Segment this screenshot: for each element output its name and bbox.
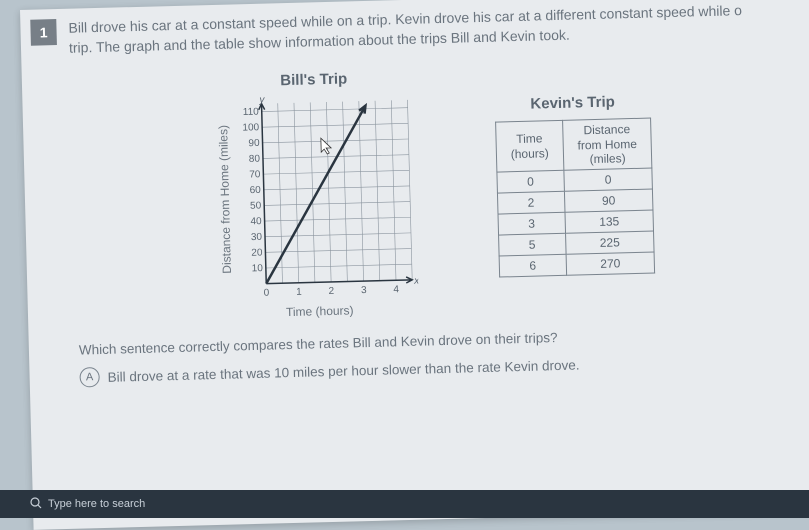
choice-text: Bill drove at a rate that was 10 miles p… (107, 357, 579, 384)
content-row: Bill's Trip Distance from Home (miles) 1… (32, 58, 809, 325)
cursor-icon (321, 138, 331, 154)
table-cell: 0 (497, 171, 565, 194)
chart-body: Distance from Home (miles) 1020304050607… (215, 90, 418, 305)
table-container: Kevin's Trip Time(hours)Distancefrom Hom… (494, 93, 656, 314)
svg-text:110: 110 (242, 107, 259, 118)
worksheet-page: 1 Bill drove his car at a constant speed… (20, 0, 809, 530)
table-title: Kevin's Trip (494, 93, 651, 114)
choice-letter: A (86, 371, 94, 383)
search-icon[interactable] (30, 497, 42, 512)
svg-text:2: 2 (328, 286, 334, 297)
svg-text:90: 90 (248, 138, 260, 149)
question-number: 1 (39, 24, 47, 40)
table-row: 6270 (499, 252, 655, 277)
question-text: Bill drove his car at a constant speed w… (68, 1, 742, 58)
table-header-cell: Distancefrom Home(miles) (562, 118, 652, 170)
question-header: 1 Bill drove his car at a constant speed… (30, 0, 809, 59)
table-header-cell: Time(hours) (495, 121, 563, 173)
svg-text:10: 10 (251, 263, 263, 274)
table-cell: 6 (499, 255, 567, 278)
svg-text:40: 40 (250, 216, 262, 227)
svg-text:x: x (413, 276, 419, 287)
table-cell: 3 (498, 213, 566, 236)
svg-text:20: 20 (251, 248, 263, 259)
chart-ylabel: Distance from Home (miles) (215, 95, 234, 305)
question-number-box: 1 (30, 19, 57, 46)
svg-text:50: 50 (250, 201, 262, 212)
chart-title: Bill's Trip (280, 71, 347, 90)
line-chart: 10 20 30 40 50 60 70 80 90 100 110 0 1 2 3 4 y x (233, 90, 418, 305)
svg-text:60: 60 (249, 185, 261, 196)
choice-letter-circle[interactable]: A (79, 367, 100, 388)
data-table: Time(hours)Distancefrom Home(miles) 0029… (495, 118, 655, 278)
table-cell: 225 (565, 231, 654, 254)
svg-text:4: 4 (393, 284, 399, 295)
svg-text:1: 1 (296, 287, 302, 298)
table-cell: 5 (498, 234, 566, 257)
table-cell: 90 (564, 189, 653, 212)
table-cell: 135 (565, 210, 654, 233)
svg-text:100: 100 (242, 122, 259, 133)
table-cell: 0 (564, 168, 653, 191)
windows-taskbar[interactable]: Type here to search (0, 490, 809, 518)
svg-text:80: 80 (249, 154, 261, 165)
svg-text:70: 70 (249, 169, 261, 180)
svg-text:30: 30 (251, 232, 263, 243)
table-cell: 2 (497, 192, 565, 215)
taskbar-search-text[interactable]: Type here to search (48, 498, 145, 510)
svg-text:3: 3 (361, 285, 367, 296)
chart-container: Bill's Trip Distance from Home (miles) 1… (194, 68, 440, 321)
svg-text:0: 0 (263, 288, 269, 299)
chart-xlabel: Time (hours) (286, 304, 354, 320)
svg-text:y: y (258, 95, 265, 106)
table-cell: 270 (566, 252, 655, 275)
